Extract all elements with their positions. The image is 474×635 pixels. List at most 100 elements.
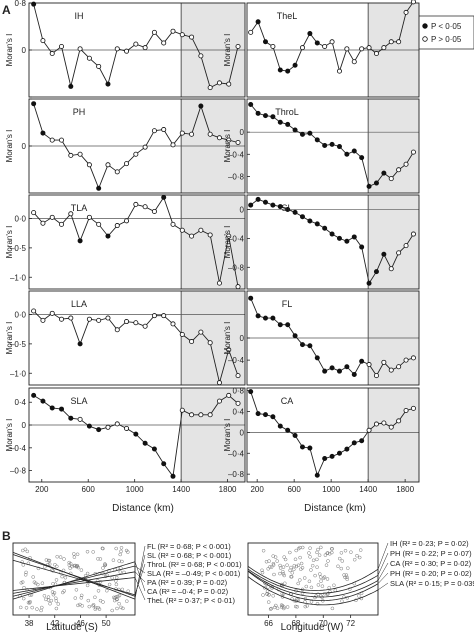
- point-nonsignificant: [133, 320, 139, 326]
- point-nonsignificant: [151, 313, 157, 319]
- scatter-point: [303, 604, 308, 609]
- scatter-point: [266, 585, 270, 589]
- scatter-point: [352, 557, 357, 562]
- scatter-point: [292, 567, 296, 572]
- chart-title: PH: [73, 107, 86, 117]
- point-nonsignificant: [151, 208, 157, 214]
- scatter-point: [309, 585, 314, 590]
- point-nonsignificant: [114, 327, 120, 333]
- point-nonsignificant: [388, 176, 394, 182]
- point-nonsignificant: [216, 80, 222, 86]
- point-nonsignificant: [388, 39, 394, 45]
- scatter-point: [339, 551, 344, 555]
- point-nonsignificant: [235, 400, 241, 406]
- scatter-point: [260, 570, 265, 575]
- scatter-point: [114, 582, 119, 587]
- point-nonsignificant: [403, 243, 409, 249]
- scatter-point: [293, 604, 298, 609]
- scatter-point: [290, 571, 295, 575]
- y-tick-label: 0·4: [232, 408, 244, 417]
- scatter-point: [320, 584, 325, 588]
- scatter-point: [96, 557, 100, 561]
- scatter-point: [118, 570, 123, 574]
- plot-frame: [246, 194, 420, 290]
- x-tick-label: 38: [25, 619, 34, 628]
- point-nonsignificant: [68, 152, 74, 158]
- scatter-point: [330, 550, 334, 555]
- scatter-point: [264, 559, 269, 564]
- scatter-point: [27, 601, 32, 605]
- point-nonsignificant: [114, 46, 120, 52]
- scatter-point: [357, 594, 361, 598]
- scatter-point: [80, 604, 84, 608]
- point-significant: [292, 127, 298, 133]
- scatter-point: [342, 595, 346, 599]
- point-nonsignificant: [396, 39, 402, 45]
- y-tick-label: 0·8: [14, 0, 26, 8]
- legend-sig-label: P < 0·05: [431, 22, 462, 31]
- point-nonsignificant: [96, 317, 102, 323]
- point-significant: [307, 31, 313, 37]
- point-significant: [344, 151, 350, 157]
- point-nonsignificant: [235, 43, 241, 49]
- scatter-point: [275, 559, 279, 563]
- chart-title: IH: [75, 11, 84, 21]
- point-significant: [270, 114, 276, 120]
- point-nonsignificant: [161, 40, 167, 46]
- scatter-point: [299, 567, 303, 571]
- y-axis-label: Moran's I: [5, 322, 14, 355]
- scatter-point: [271, 554, 275, 558]
- chart-title: ThroL: [275, 107, 299, 117]
- point-nonsignificant: [86, 316, 92, 322]
- point-significant: [262, 39, 268, 45]
- scatter-point: [55, 564, 59, 569]
- scatter-point: [293, 557, 298, 562]
- point-significant: [292, 333, 298, 339]
- scatter-point: [326, 591, 330, 596]
- scatter-point: [307, 551, 311, 555]
- scatter-point: [73, 596, 78, 600]
- chart-title: LLA: [71, 299, 87, 309]
- scatter-point: [325, 551, 330, 555]
- y-tick-label: 0·8: [232, 387, 244, 396]
- scatter-point: [315, 601, 320, 606]
- point-nonsignificant: [105, 162, 111, 168]
- scatter-point: [349, 550, 353, 554]
- scatter-point: [36, 566, 41, 571]
- label-leader: [377, 582, 389, 591]
- trend-label: FL (R² = 0·68; P < 0·001): [147, 542, 231, 551]
- point-significant: [105, 81, 111, 87]
- point-nonsignificant: [31, 210, 37, 216]
- y-axis-label: Moran's I: [5, 226, 14, 259]
- point-significant: [262, 412, 268, 418]
- scatter-point: [114, 546, 118, 551]
- x-tick-label: 70: [319, 619, 328, 628]
- y-tick-label: –1·0: [10, 369, 27, 378]
- scatter-point: [268, 607, 273, 611]
- y-axis-label: Moran's I: [223, 130, 232, 163]
- scatter-point: [304, 584, 309, 589]
- scatter-point: [103, 563, 108, 567]
- label-leader: [134, 545, 146, 600]
- scatter-point: [31, 575, 35, 579]
- shaded-region: [181, 291, 245, 385]
- point-significant: [359, 438, 365, 444]
- point-significant: [285, 427, 291, 433]
- point-significant: [285, 322, 291, 328]
- point-nonsignificant: [59, 316, 65, 322]
- point-significant: [170, 473, 176, 479]
- scatter-point: [121, 606, 125, 611]
- scatter-point: [105, 588, 109, 593]
- scatter-point: [282, 573, 286, 578]
- scatter-point: [281, 572, 286, 576]
- scatter-point: [316, 583, 321, 587]
- point-nonsignificant: [207, 232, 213, 238]
- trend-curve: [247, 576, 379, 606]
- point-nonsignificant: [40, 220, 46, 226]
- scatter-point: [325, 551, 329, 556]
- y-tick-label: 0: [22, 421, 27, 430]
- scatter-point: [107, 582, 112, 587]
- scatter-point: [51, 582, 55, 586]
- scatter-point: [260, 568, 264, 573]
- plot-frame: [28, 290, 246, 386]
